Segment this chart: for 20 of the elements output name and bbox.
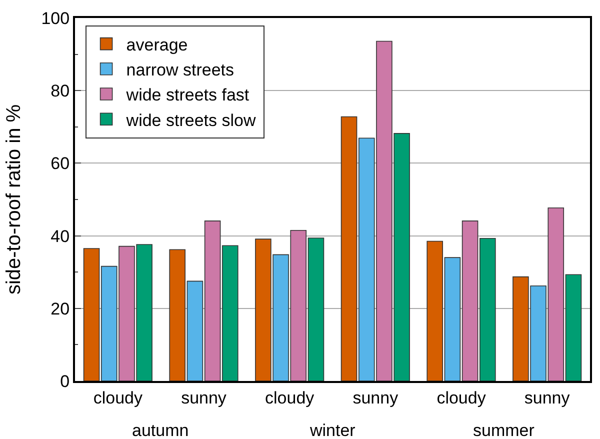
x-tick-label: sunny — [352, 388, 399, 408]
y-tick-label: 100 — [41, 8, 70, 28]
x-tick-label: sunny — [524, 388, 570, 408]
x-tick-label: cloudy — [265, 388, 315, 408]
legend-label: wide streets slow — [125, 110, 256, 130]
text: winter — [309, 421, 356, 439]
text: summer — [473, 421, 535, 439]
text: autumn — [132, 421, 189, 439]
legend-label: wide streets fast — [125, 86, 250, 105]
y-tick-label: 40 — [50, 226, 70, 246]
y-tick-label: 0 — [60, 372, 70, 391]
legend-label: narrow streets — [126, 60, 234, 80]
y-tick-label: 60 — [50, 154, 70, 174]
legend-label: average — [126, 35, 188, 54]
x-tick-label: cloudy — [436, 388, 486, 408]
x-tick-label: cloudy — [93, 388, 143, 408]
y-tick-label: 80 — [50, 82, 70, 101]
x-tick-label: sunny — [181, 388, 227, 408]
y-tick-label: 20 — [50, 299, 70, 318]
y-axis-title: side-to-roof ratio in % — [3, 104, 26, 295]
